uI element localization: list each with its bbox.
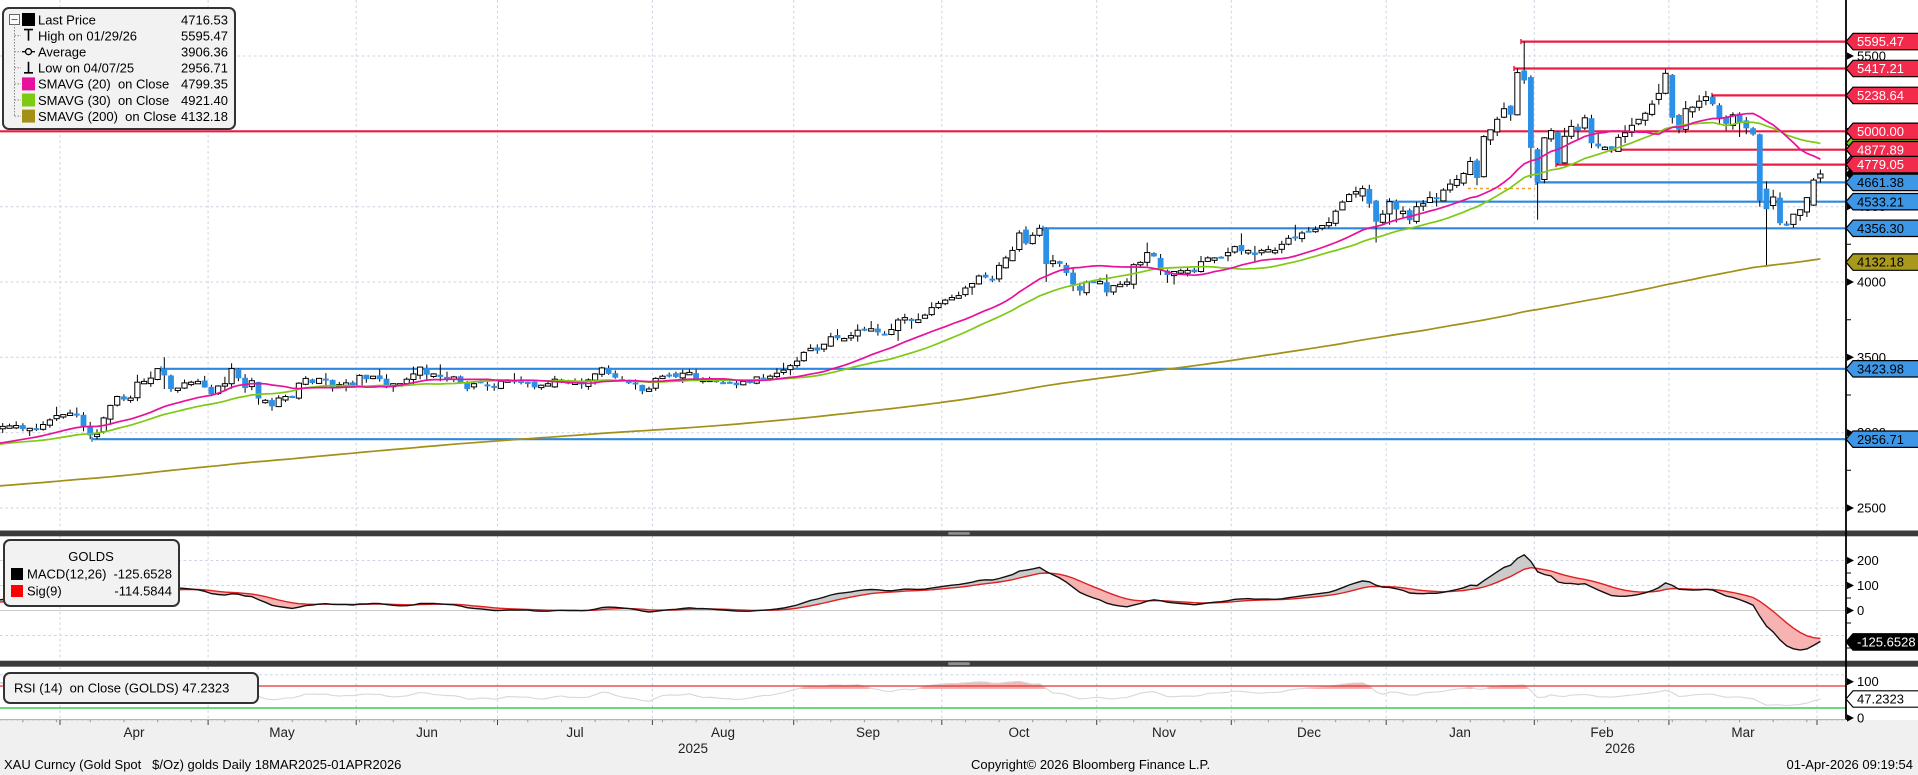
svg-text:RSI (14) on Close (GOLDS) 47.: RSI (14) on Close (GOLDS) 47.2323	[14, 681, 229, 696]
svg-text:Dec: Dec	[1297, 725, 1321, 740]
svg-text:-125.6528: -125.6528	[1857, 635, 1916, 650]
svg-text:Jan: Jan	[1449, 725, 1471, 740]
svg-text:High on 01/29/26: High on 01/29/26	[38, 28, 137, 43]
svg-text:-125.6528: -125.6528	[113, 567, 172, 582]
svg-text:Apr: Apr	[123, 725, 145, 740]
svg-text:5238.64: 5238.64	[1857, 88, 1904, 103]
svg-text:GOLDS: GOLDS	[68, 549, 114, 564]
svg-text:4356.30: 4356.30	[1857, 221, 1904, 236]
svg-text:0: 0	[1857, 711, 1864, 726]
svg-text:Oct: Oct	[1008, 725, 1029, 740]
svg-text:4661.38: 4661.38	[1857, 175, 1904, 190]
svg-text:2956.71: 2956.71	[1857, 432, 1904, 447]
svg-text:Copyright© 2026 Bloomberg Fina: Copyright© 2026 Bloomberg Finance L.P.	[971, 757, 1210, 772]
svg-text:4921.40: 4921.40	[181, 93, 228, 108]
svg-text:Jul: Jul	[566, 725, 583, 740]
svg-text:2500: 2500	[1857, 501, 1886, 516]
svg-text:0: 0	[1857, 603, 1864, 618]
svg-text:SMAVG (20) on Close: SMAVG (20) on Close	[38, 77, 169, 92]
svg-text:Last Price: Last Price	[38, 12, 96, 27]
svg-text:SMAVG (200) on Close: SMAVG (200) on Close	[38, 109, 176, 124]
svg-text:5417.21: 5417.21	[1857, 61, 1904, 76]
svg-text:200: 200	[1857, 553, 1879, 568]
svg-text:47.2323: 47.2323	[1857, 692, 1904, 707]
svg-text:3906.36: 3906.36	[181, 45, 228, 60]
svg-text:5595.47: 5595.47	[181, 28, 228, 43]
svg-text:5595.47: 5595.47	[1857, 34, 1904, 49]
svg-text:2025: 2025	[678, 741, 708, 756]
svg-text:4877.89: 4877.89	[1857, 142, 1904, 157]
svg-text:4799.35: 4799.35	[181, 77, 228, 92]
svg-text:Jun: Jun	[416, 725, 438, 740]
svg-text:4716.53: 4716.53	[181, 12, 228, 27]
svg-text:Low on 04/07/25: Low on 04/07/25	[38, 61, 134, 76]
svg-text:4533.21: 4533.21	[1857, 194, 1904, 209]
svg-text:4779.05: 4779.05	[1857, 157, 1904, 172]
svg-text:4132.18: 4132.18	[1857, 255, 1904, 270]
svg-text:May: May	[269, 725, 295, 740]
svg-text:Feb: Feb	[1590, 725, 1613, 740]
svg-text:5000.00: 5000.00	[1857, 124, 1904, 139]
svg-text:Sig(9): Sig(9)	[27, 584, 62, 599]
svg-text:MACD(12,26): MACD(12,26)	[27, 567, 106, 582]
svg-text:2956.71: 2956.71	[181, 61, 228, 76]
svg-text:100: 100	[1857, 674, 1879, 689]
svg-text:Mar: Mar	[1731, 725, 1755, 740]
svg-text:4132.18: 4132.18	[181, 109, 228, 124]
svg-text:Aug: Aug	[711, 725, 735, 740]
svg-text:2026: 2026	[1605, 741, 1635, 756]
svg-text:01-Apr-2026 09:19:54: 01-Apr-2026 09:19:54	[1787, 757, 1913, 772]
svg-text:XAU Curncy (Gold Spot $/Oz): XAU Curncy (Gold Spot $/Oz) golds Daily …	[4, 757, 401, 772]
svg-text:Average: Average	[38, 45, 86, 60]
svg-text:-114.5844: -114.5844	[114, 584, 172, 599]
svg-text:100: 100	[1857, 578, 1879, 593]
svg-text:4000: 4000	[1857, 275, 1886, 290]
svg-text:Nov: Nov	[1152, 725, 1176, 740]
svg-text:Sep: Sep	[856, 725, 880, 740]
svg-text:SMAVG (30) on Close: SMAVG (30) on Close	[38, 93, 169, 108]
svg-text:3423.98: 3423.98	[1857, 361, 1904, 376]
